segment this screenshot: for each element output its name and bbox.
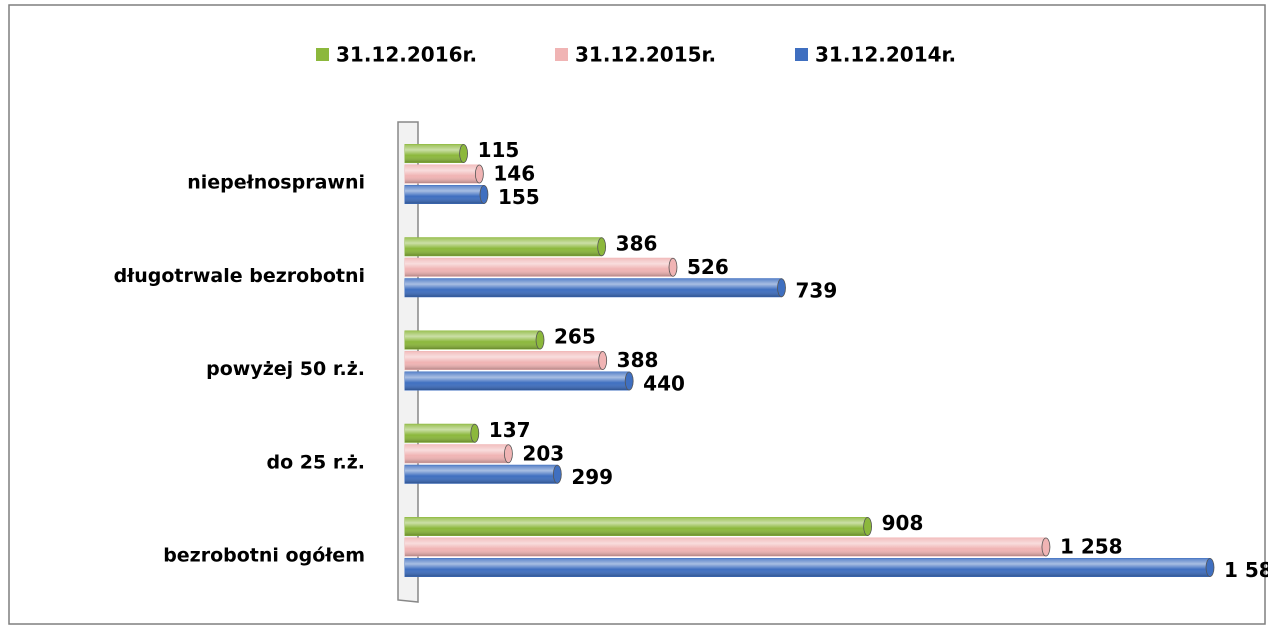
legend-label: 31.12.2014r. [815, 43, 956, 67]
bar-shine [405, 372, 630, 390]
legend-swatch [316, 48, 329, 61]
bar-cap [1041, 537, 1051, 557]
bar-cap [863, 517, 873, 536]
value-label: 908 [882, 511, 924, 535]
bar-cap [624, 371, 634, 391]
bar-cap [777, 278, 786, 298]
bar-shine [405, 465, 558, 484]
bar-shine [405, 351, 603, 370]
bar-cap [474, 164, 484, 184]
bar-cap [598, 351, 608, 370]
category-label: bezrobotni ogółem [163, 545, 365, 567]
bar-shine [405, 237, 602, 256]
bar-shine [405, 165, 480, 183]
bar-cap [552, 464, 562, 484]
value-label: 1 580 [1224, 558, 1268, 582]
category-label: do 25 r.ż. [267, 451, 365, 473]
bar-shine [405, 517, 868, 536]
bar-shine [405, 278, 782, 297]
legend-label: 31.12.2016r. [336, 43, 477, 67]
bar-shine [405, 538, 1046, 556]
value-label: 386 [616, 231, 658, 255]
value-label: 1 258 [1060, 535, 1123, 559]
bar-shine [405, 444, 509, 463]
category-label: długotrwale bezrobotni [114, 265, 365, 287]
value-label: 115 [478, 138, 520, 162]
bar-cap [459, 144, 468, 163]
bar-shine [405, 258, 673, 277]
bar-cap [1205, 558, 1215, 577]
value-label: 440 [643, 372, 685, 396]
legend-label: 31.12.2015r. [575, 43, 716, 67]
value-label: 299 [571, 465, 613, 489]
bar-cap [504, 444, 513, 464]
bar-shine [405, 144, 464, 163]
bar-cap [535, 330, 545, 350]
bar-cap [470, 423, 480, 443]
bar-cap [479, 185, 489, 204]
value-label: 203 [522, 441, 564, 465]
value-label: 146 [493, 162, 535, 186]
value-label: 526 [687, 255, 729, 279]
bar-shine [405, 331, 541, 349]
bar-shine [405, 185, 484, 204]
value-label: 739 [796, 278, 838, 302]
category-label: powyżej 50 r.ż. [206, 358, 365, 380]
value-label: 137 [489, 418, 531, 442]
legend-swatch [795, 48, 808, 61]
bar-cap [668, 257, 678, 277]
bar-shine [405, 558, 1210, 577]
value-label: 265 [554, 325, 596, 349]
value-label: 155 [498, 185, 540, 209]
bar-cap [597, 237, 607, 257]
category-label: niepełnosprawni [187, 172, 365, 194]
value-label: 388 [617, 348, 659, 372]
bar-shine [405, 424, 475, 443]
legend-swatch [555, 48, 568, 61]
